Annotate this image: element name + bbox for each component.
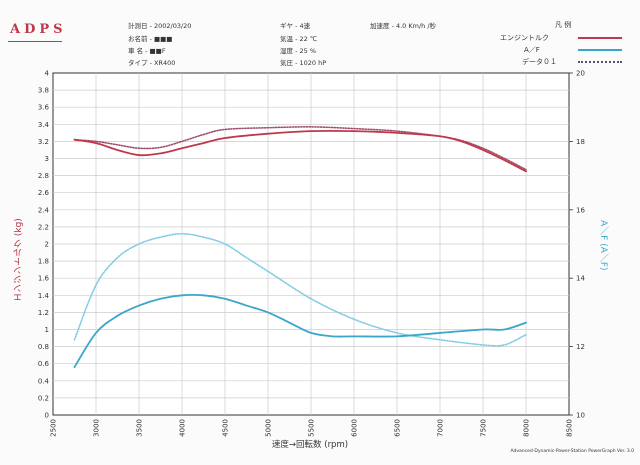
y-tick-label: 0.6 (38, 360, 50, 368)
torque-line (73, 129, 527, 173)
y-tick-label: 1.4 (38, 292, 50, 300)
data01-af-line (73, 232, 527, 347)
y-tick-label: 4 (45, 70, 50, 78)
x-tick-label: 5000 (265, 419, 273, 437)
x-tick-label: 7500 (480, 419, 488, 437)
y-tick-label: 1 (45, 326, 49, 334)
legend-swatch-af (578, 49, 622, 51)
humidity: 湿度 - 25 % (280, 47, 316, 55)
y-tick-label: 3.8 (38, 87, 49, 95)
x-tick-label: 8500 (566, 419, 574, 437)
customer-name: お名前 - ■■■ (128, 35, 173, 43)
x-tick-label: 8000 (523, 419, 531, 437)
y-tick-label: 1.2 (38, 309, 49, 317)
y-tick-label: 3.2 (38, 138, 49, 146)
y2-axis-label: A／F (A／F) (598, 219, 608, 271)
y-tick-label: 2.8 (38, 172, 49, 180)
legend-label-torque: エンジントルク (500, 34, 549, 42)
y2-tick-label: 20 (576, 70, 585, 78)
measurement-date: 計測日 - 2002/03/20 (128, 22, 192, 30)
y-tick-label: 3.6 (38, 104, 50, 112)
y-tick-label: 0 (45, 412, 49, 420)
y2-tick-label: 16 (576, 206, 585, 214)
y-tick-label: 0.4 (38, 377, 50, 385)
x-tick-label: 7000 (437, 419, 445, 437)
vehicle-type: タイプ - XR400 (128, 59, 176, 67)
vehicle-name: 車 名 - ■■F (128, 47, 166, 55)
data01-torque-line (73, 126, 527, 171)
af-line (73, 293, 527, 369)
y-tick-label: 3 (45, 155, 49, 163)
y-tick-label: 0.2 (38, 394, 49, 402)
x-tick-label: 5500 (308, 419, 316, 437)
y-tick-label: 2.6 (38, 189, 50, 197)
legend-title: 凡 例 (555, 21, 572, 29)
brand-underline (8, 41, 62, 42)
y2-tick-label: 12 (576, 343, 585, 351)
acceleration: 加速度 - 4.0 Km/h /秒 (370, 22, 437, 30)
x-tick-label: 6000 (351, 419, 359, 437)
y-tick-label: 0.8 (38, 343, 49, 351)
gear: ギヤ - 4速 (280, 22, 311, 30)
x-tick-label: 4500 (222, 419, 230, 437)
temperature: 気温 - 22 ℃ (280, 35, 318, 43)
x-tick-label: 2500 (50, 419, 58, 437)
x-tick-label: 3000 (93, 419, 101, 437)
legend-label-data01: データ０１ (522, 58, 557, 66)
y-tick-label: 2.2 (38, 223, 49, 231)
x-tick-label: 3500 (136, 419, 144, 437)
legend-swatch-data01 (578, 61, 622, 63)
x-axis-label: 速度→回転数 (rpm) (271, 440, 349, 450)
software-footer: Advanced-Dynamic-Power-Station PowerGrap… (510, 449, 634, 454)
y-tick-label: 1.8 (38, 258, 49, 266)
legend-swatch-torque (578, 37, 622, 39)
legend-label-af: A／F (524, 46, 540, 54)
y2-tick-label: 18 (576, 138, 585, 146)
brand-logo: ADPS (10, 22, 67, 37)
y2-tick-label: 10 (576, 412, 585, 420)
y2-tick-label: 14 (576, 275, 585, 283)
y-tick-label: 1.6 (38, 275, 50, 283)
y-tick-label: 2 (45, 241, 49, 249)
y-tick-label: 2.4 (38, 206, 50, 214)
y-tick-label: 3.4 (38, 121, 50, 129)
air-pressure: 気圧 - 1020 hP (280, 59, 327, 67)
x-tick-label: 4000 (179, 419, 187, 437)
x-tick-label: 6500 (394, 419, 402, 437)
